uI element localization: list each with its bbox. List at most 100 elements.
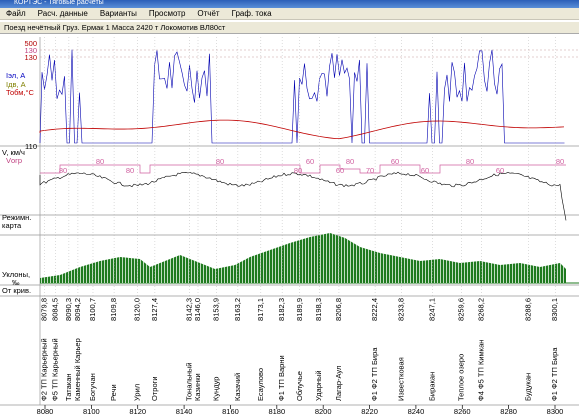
- legend-label: Уклоны,: [2, 270, 30, 279]
- menu-item[interactable]: Расч. данные: [37, 9, 88, 18]
- current-trace: [39, 49, 565, 144]
- station-km: 8120,0: [133, 298, 142, 321]
- station-name: Ф1 Ф2 ТП Бира: [370, 347, 379, 401]
- scale-label: 500: [24, 39, 37, 48]
- station-km: 8142,3: [184, 298, 193, 321]
- km-tick-label: 8220: [361, 407, 378, 416]
- station-km: 8300,1: [550, 298, 559, 321]
- station-km: 8127,4: [150, 298, 159, 321]
- scale-label: 130: [24, 53, 37, 62]
- track-profile: [40, 233, 566, 283]
- speed-limit-label: 60: [306, 157, 314, 166]
- speed-limit-label: 60: [391, 157, 399, 166]
- station-km: 8206,8: [334, 298, 343, 321]
- station-name: Тональный: [184, 363, 193, 402]
- station-name: Ф4 Ф5 ТП Кимкан: [476, 340, 485, 401]
- menu-item[interactable]: Файл: [6, 9, 26, 18]
- menu-item[interactable]: Просмотр: [148, 9, 186, 18]
- station-km: 8153,9: [211, 298, 220, 321]
- legend-label: От крив.: [2, 286, 31, 295]
- station-name: Богучан: [88, 373, 97, 401]
- station-km: 8100,7: [88, 298, 97, 321]
- menu-item[interactable]: Варианты: [99, 9, 137, 18]
- station-km: 8222,4: [370, 298, 379, 321]
- speed-limit-label: 80: [126, 166, 134, 175]
- station-name: Урил: [133, 384, 142, 401]
- legend-label: Режимн.: [2, 213, 31, 222]
- speed-limit-label: 80: [556, 157, 564, 166]
- menu-item[interactable]: Отчёт: [197, 9, 220, 18]
- speed-limit-label: 80: [216, 157, 224, 166]
- station-name: Отроги: [150, 376, 159, 401]
- speed-limit-label: 80: [294, 166, 302, 175]
- station-name: Лагар-Аул: [334, 366, 343, 401]
- panel-borders: [0, 37, 579, 406]
- station-name: Ф5 ТП Карьерный: [50, 338, 59, 401]
- speed-limit: [40, 164, 566, 174]
- title-bar: КОРТЭС - Тяговые расчеты: [0, 0, 579, 8]
- scale-label: 110: [25, 142, 37, 151]
- legend-label: V, км/ч: [2, 148, 25, 157]
- station-km: 8146,0: [193, 298, 202, 321]
- station-name: Теплое озеро: [456, 354, 465, 401]
- station-km: 8182,3: [277, 298, 286, 321]
- chart-area: 500 130 130 Iэл, А Iдв, А Тобм,°С 110 V,…: [0, 35, 579, 416]
- train-info: Поезд нечётный Груз. Ермак 1 Масса 2420 …: [0, 22, 579, 34]
- station-km: 8189,9: [295, 298, 304, 321]
- station-km: 8268,2: [476, 298, 485, 321]
- station-name: Будукан: [524, 373, 533, 401]
- speed-limit-label: 80: [346, 157, 354, 166]
- menu-item[interactable]: Граф. тока: [231, 9, 272, 18]
- speed-limit-label: 80: [59, 166, 67, 175]
- km-tick-label: 8280: [500, 407, 517, 416]
- legend-label: Iэл, А: [6, 71, 25, 80]
- station-name: Ф1 ТП Варни: [277, 355, 286, 401]
- station-name: Казачий: [233, 373, 242, 401]
- speed-limit-label: 60: [336, 166, 344, 175]
- speed-limit-label: 60: [421, 166, 429, 175]
- scale-label: 130: [24, 46, 37, 55]
- station-km: 8259,6: [456, 298, 465, 321]
- station-name: Ударный: [314, 370, 323, 401]
- temperature-trace: [39, 119, 565, 140]
- background: [0, 35, 579, 416]
- km-tick-label: 8080: [37, 407, 54, 416]
- station-name: Речи: [109, 384, 118, 401]
- station-km: 8247,1: [427, 298, 436, 321]
- km-tick-label: 8140: [176, 407, 193, 416]
- station-name: Ф2 ТП Карьерный: [40, 338, 49, 401]
- km-tick-label: 8240: [408, 407, 425, 416]
- station-km: 8079,8: [40, 298, 49, 321]
- km-tick-label: 8180: [268, 407, 285, 416]
- station-name: Кундур: [211, 377, 220, 401]
- station-km: 8198,3: [314, 298, 323, 321]
- station-km: 8094,2: [73, 298, 82, 321]
- station-km: 8109,8: [109, 298, 118, 321]
- station-km: 8163,2: [233, 298, 242, 321]
- menu-bar: Файл Расч. данные Варианты Просмотр Отчёт Гра…: [0, 8, 579, 20]
- speed-limit-label: 60: [496, 166, 504, 175]
- station-km: 8233,8: [397, 298, 406, 321]
- legend-label: Тобм,°С: [6, 88, 35, 97]
- speed-limit-label: 70: [366, 166, 374, 175]
- station-name: Каменный Карьер: [73, 338, 82, 401]
- legend-label: Iдв, А: [6, 80, 26, 89]
- legend-label: ‰: [12, 278, 20, 287]
- km-tick-label: 8160: [222, 407, 239, 416]
- station-name: Есаулово: [256, 368, 265, 401]
- km-tick-label: 8120: [129, 407, 146, 416]
- legend-label: Vогр: [6, 156, 22, 165]
- traces: [39, 49, 567, 221]
- station-name: Казинки: [193, 373, 202, 401]
- station-name: Татакан: [64, 373, 73, 401]
- station-name: Биракан: [427, 372, 436, 401]
- speed-limit-label: 80: [466, 157, 474, 166]
- station-km: 8084,5: [50, 298, 59, 321]
- station-name: Ф1 Ф2 ТП Бира: [550, 347, 559, 401]
- station-name: Облучье: [295, 371, 304, 401]
- km-tick-label: 8260: [454, 407, 471, 416]
- station-name: Известковая: [397, 357, 406, 401]
- station-km: 8090,3: [64, 298, 73, 321]
- km-tick-label: 8200: [315, 407, 332, 416]
